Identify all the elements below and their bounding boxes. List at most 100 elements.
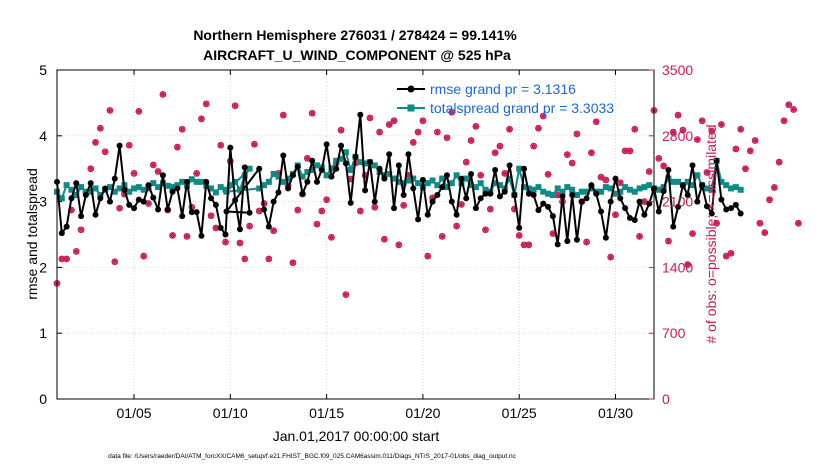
rmse-point (530, 192, 537, 199)
spread-point (126, 188, 133, 195)
obs-assimilated-point (732, 145, 740, 153)
rmse-point (121, 186, 128, 193)
obs-assimilated-point (150, 161, 157, 169)
rmse-point (472, 205, 479, 212)
spread-point (227, 182, 234, 189)
rmse-point (564, 238, 571, 245)
obs-assimilated-point (390, 117, 398, 124)
rmse-point (593, 190, 600, 197)
rmse-point (429, 198, 436, 205)
obs-assimilated-point (723, 252, 730, 260)
rmse-point (58, 230, 65, 237)
obs-assimilated-point (294, 206, 301, 214)
rmse-point (140, 198, 147, 205)
obs-assimilated-point (641, 198, 648, 205)
spread-point (583, 188, 590, 195)
rmse-point (675, 203, 682, 210)
spread-point (732, 184, 739, 191)
spread-point (212, 189, 219, 196)
rmse-point (381, 175, 388, 182)
rmse-point (732, 201, 739, 208)
spread-point (174, 182, 181, 189)
obs-assimilated-point (689, 230, 696, 237)
rmse-point (521, 165, 528, 172)
obs-assimilated-point (718, 121, 725, 128)
spread-point (569, 186, 576, 193)
x-axis-ticks: 01/05 01/10 01/15 01/20 01/25 01/30 (117, 70, 633, 421)
spread-point (655, 186, 662, 193)
rmse-point (545, 203, 552, 210)
rmse-point (424, 211, 431, 218)
rmse-point (525, 190, 532, 197)
rmse-point (376, 165, 383, 172)
spread-point (198, 178, 205, 185)
obs-assimilated-point (554, 191, 561, 199)
spread-point (631, 188, 638, 195)
rmse-point (598, 208, 605, 215)
obs-assimilated-point (766, 196, 773, 203)
rmse-point (511, 192, 518, 199)
grid (57, 70, 654, 399)
y-right-tick-label-2: 1400 (662, 259, 693, 275)
rmse-point (102, 185, 109, 192)
obs-assimilated-point (154, 168, 162, 175)
x-tick-label-0: 01/05 (117, 405, 152, 421)
obs-assimilated-point (275, 170, 282, 177)
obs-assimilated-point (737, 126, 744, 133)
rmse-point (82, 192, 89, 199)
spread-point (188, 176, 195, 183)
rmse-point (256, 165, 263, 172)
spread-point (564, 184, 571, 191)
obs-assimilated-point (438, 233, 446, 240)
obs-assimilated-point (645, 168, 653, 175)
plot-frame (56, 69, 655, 400)
obs-assimilated-point (626, 147, 634, 155)
obs-assimilated-point (386, 121, 393, 128)
rmse-point (626, 215, 633, 222)
y-left-tick-label-3: 3 (39, 194, 47, 210)
x-tick-label-4: 01/25 (502, 405, 537, 421)
obs-assimilated-point (597, 173, 605, 181)
obs-assimilated-point (612, 211, 619, 218)
obs-assimilated-point (525, 241, 533, 249)
y-right-tick-label-3: 2100 (662, 194, 693, 210)
spread-point (622, 184, 629, 191)
rmse-point (371, 198, 378, 205)
obs-assimilated-point (174, 143, 181, 151)
rmse-point (708, 210, 715, 217)
rmse-point (386, 151, 393, 158)
obs-assimilated-point (270, 227, 277, 234)
y-left-tick-label-2: 2 (39, 259, 47, 275)
rmse-point (97, 195, 104, 202)
rmse-point (227, 144, 234, 151)
y-axis-right-ticks: 0 700 1400 2100 2800 3500 (649, 62, 693, 407)
rmse-point (174, 185, 181, 192)
obs-assimilated-point (87, 165, 94, 172)
rmse-point (728, 205, 735, 212)
obs-assimilated-point (92, 139, 99, 146)
legend-spread-marker (407, 104, 415, 112)
spread-point (159, 180, 166, 187)
spread-point (617, 188, 624, 195)
obs-assimilated-point (217, 142, 224, 149)
spread-point (111, 188, 118, 195)
spread-point (424, 180, 431, 187)
spread-point (554, 185, 561, 192)
rmse-point (198, 232, 205, 239)
spread-point (472, 184, 479, 191)
y-left-tick-label-4: 4 (39, 128, 47, 144)
rmse-point (285, 185, 292, 192)
spread-point (246, 165, 253, 172)
rmse-point (453, 211, 460, 218)
rmse-point (275, 189, 282, 196)
rmse-point (304, 178, 311, 185)
obs-assimilated-point (549, 230, 557, 237)
rmse-point (223, 208, 230, 215)
obs-assimilated-point (515, 232, 523, 239)
obs-assimilated-point (617, 179, 624, 186)
spread-point (265, 178, 272, 185)
spread-point (636, 185, 643, 192)
obs-assimilated-point (106, 107, 114, 114)
rmse-point (92, 211, 99, 218)
obs-assimilated-point (121, 190, 128, 198)
